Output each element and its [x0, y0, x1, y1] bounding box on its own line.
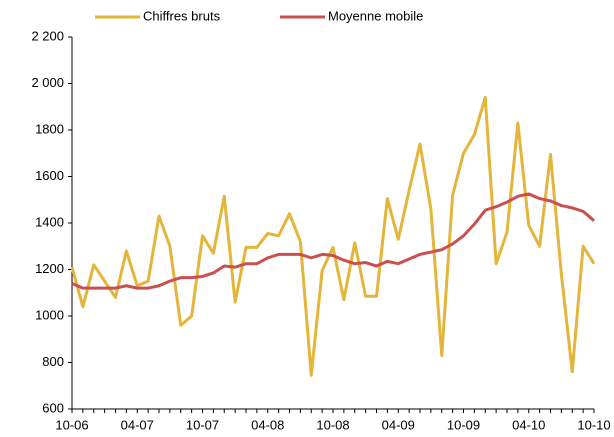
y-tick-label: 1600: [35, 168, 64, 183]
x-tick-label: 10-08: [316, 417, 349, 432]
x-tick-label: 10-07: [186, 417, 219, 432]
series-line: [71, 192, 595, 290]
y-tick-label: 1400: [35, 214, 64, 229]
x-tick-label: 04-10: [512, 417, 545, 432]
y-tick-label: 2 000: [31, 75, 64, 90]
series-line: [70, 95, 596, 377]
y-tick-label: 600: [42, 400, 64, 415]
x-tick-label: 04-07: [121, 417, 154, 432]
x-tick-label: 04-09: [382, 417, 415, 432]
x-tick-label: 10-10: [577, 417, 610, 432]
legend-label: Chiffres bruts: [143, 8, 221, 23]
x-tick-label: 10-06: [55, 417, 88, 432]
y-tick-label: 1000: [35, 307, 64, 322]
y-tick-label: 1800: [35, 121, 64, 136]
x-tick-label: 04-08: [251, 417, 284, 432]
y-tick-label: 1200: [35, 261, 64, 276]
y-tick-label: 2 200: [31, 28, 64, 43]
legend-label: Moyenne mobile: [328, 8, 423, 23]
x-tick-label: 10-09: [447, 417, 480, 432]
y-tick-label: 800: [42, 354, 64, 369]
